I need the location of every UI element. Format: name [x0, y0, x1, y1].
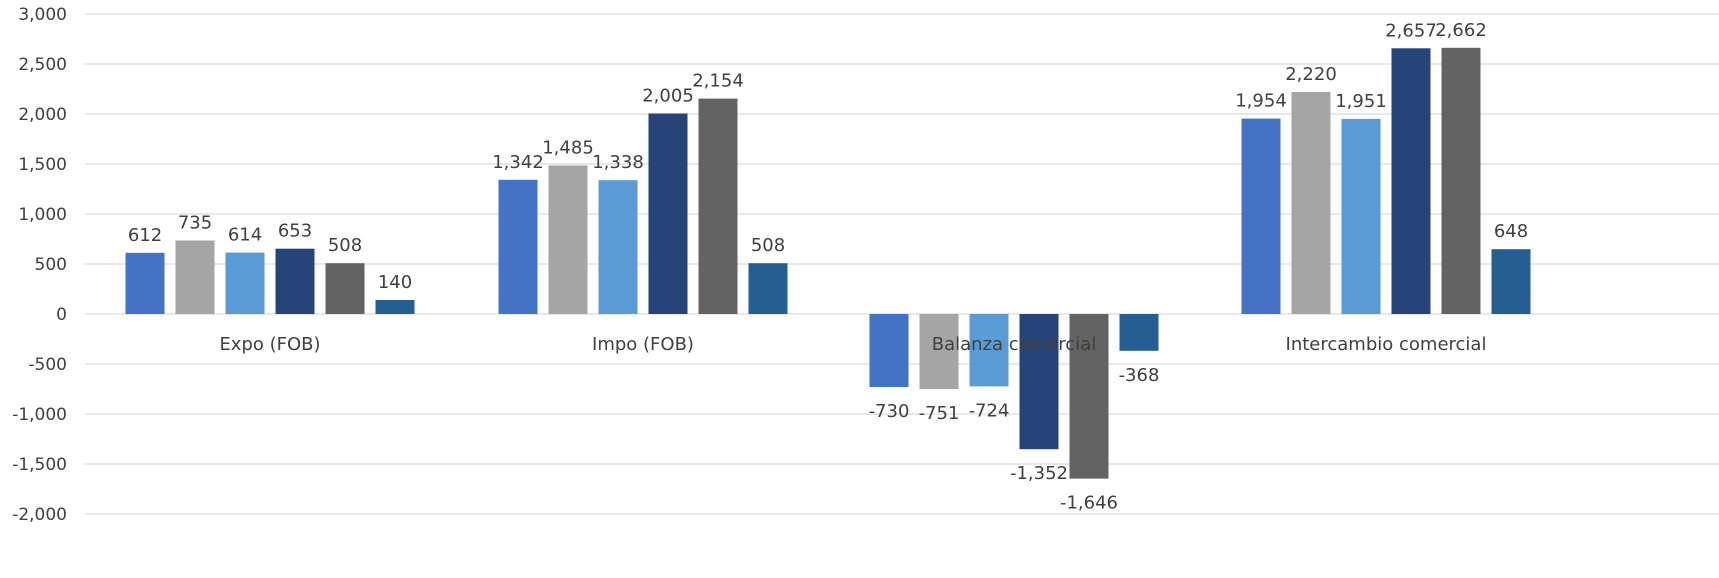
bar: [869, 314, 909, 387]
y-tick-label: 1,500: [18, 155, 67, 175]
y-tick-label: 3,000: [18, 5, 67, 25]
data-label: 140: [378, 272, 412, 293]
y-tick-label: 1,000: [18, 205, 67, 225]
bar: [225, 252, 265, 314]
y-tick-label: 500: [35, 255, 67, 275]
y-tick-label: -500: [28, 355, 67, 375]
bar: [698, 98, 738, 314]
bar: [648, 113, 688, 314]
category-label: Intercambio comercial: [1286, 334, 1487, 355]
data-label: 1,954: [1235, 91, 1287, 112]
data-label: 1,485: [542, 138, 594, 159]
bar: [498, 179, 538, 314]
category-label: Expo (FOB): [219, 334, 320, 355]
bar: [598, 180, 638, 314]
bars: [125, 47, 1531, 479]
data-label: -724: [969, 400, 1010, 421]
bar: [1119, 314, 1159, 351]
data-label: -1,646: [1060, 493, 1118, 514]
data-label: 1,951: [1335, 91, 1387, 112]
bar: [1441, 47, 1481, 315]
bar: [325, 263, 365, 314]
data-label: 1,342: [492, 152, 544, 173]
bar: [275, 248, 315, 314]
data-label: 2,662: [1435, 20, 1487, 41]
data-label: -730: [869, 401, 910, 422]
bar: [919, 314, 959, 390]
bar: [175, 240, 215, 314]
y-axis-tick-labels: 3,000 2,500 2,000 1,500 1,000 500 0 -500 -1,000 -…: [12, 5, 67, 525]
data-label: 2,220: [1285, 64, 1337, 85]
category-labels: Expo (FOB) Impo (FOB) Balanza comercial Int…: [219, 334, 1486, 355]
bar: [1291, 92, 1331, 314]
data-label: 2,657: [1385, 20, 1437, 41]
data-label: 614: [228, 225, 262, 246]
data-label: 2,005: [642, 86, 694, 107]
data-label: -368: [1119, 365, 1160, 386]
y-tick-label: -1,000: [12, 405, 67, 425]
category-label: Balanza comercial: [932, 334, 1096, 355]
bar: [548, 165, 588, 314]
bar: [1341, 118, 1381, 315]
bar: [1069, 314, 1109, 479]
data-label: 653: [278, 221, 312, 242]
data-label: 508: [751, 235, 785, 256]
bar: [1391, 48, 1431, 315]
y-tick-label: -1,500: [12, 455, 67, 475]
y-tick-label: 2,500: [18, 55, 67, 75]
bar: [1019, 314, 1059, 450]
data-label: 612: [128, 225, 162, 246]
y-tick-label: -2,000: [12, 505, 67, 525]
y-tick-label: 2,000: [18, 105, 67, 125]
bar: [1491, 249, 1531, 314]
bar: [375, 300, 415, 314]
data-label: -1,352: [1010, 463, 1068, 484]
data-label: 1,338: [592, 152, 644, 173]
bar: [125, 252, 165, 314]
y-tick-label: 0: [56, 305, 67, 325]
data-label: 508: [328, 235, 362, 256]
bar: [969, 314, 1009, 387]
data-label: -751: [919, 403, 960, 424]
data-label: 735: [178, 213, 212, 234]
bar: [1241, 118, 1281, 314]
data-label: 2,154: [692, 71, 744, 92]
bar: [748, 263, 788, 314]
category-label: Impo (FOB): [592, 334, 694, 355]
data-label: 648: [1494, 221, 1528, 242]
